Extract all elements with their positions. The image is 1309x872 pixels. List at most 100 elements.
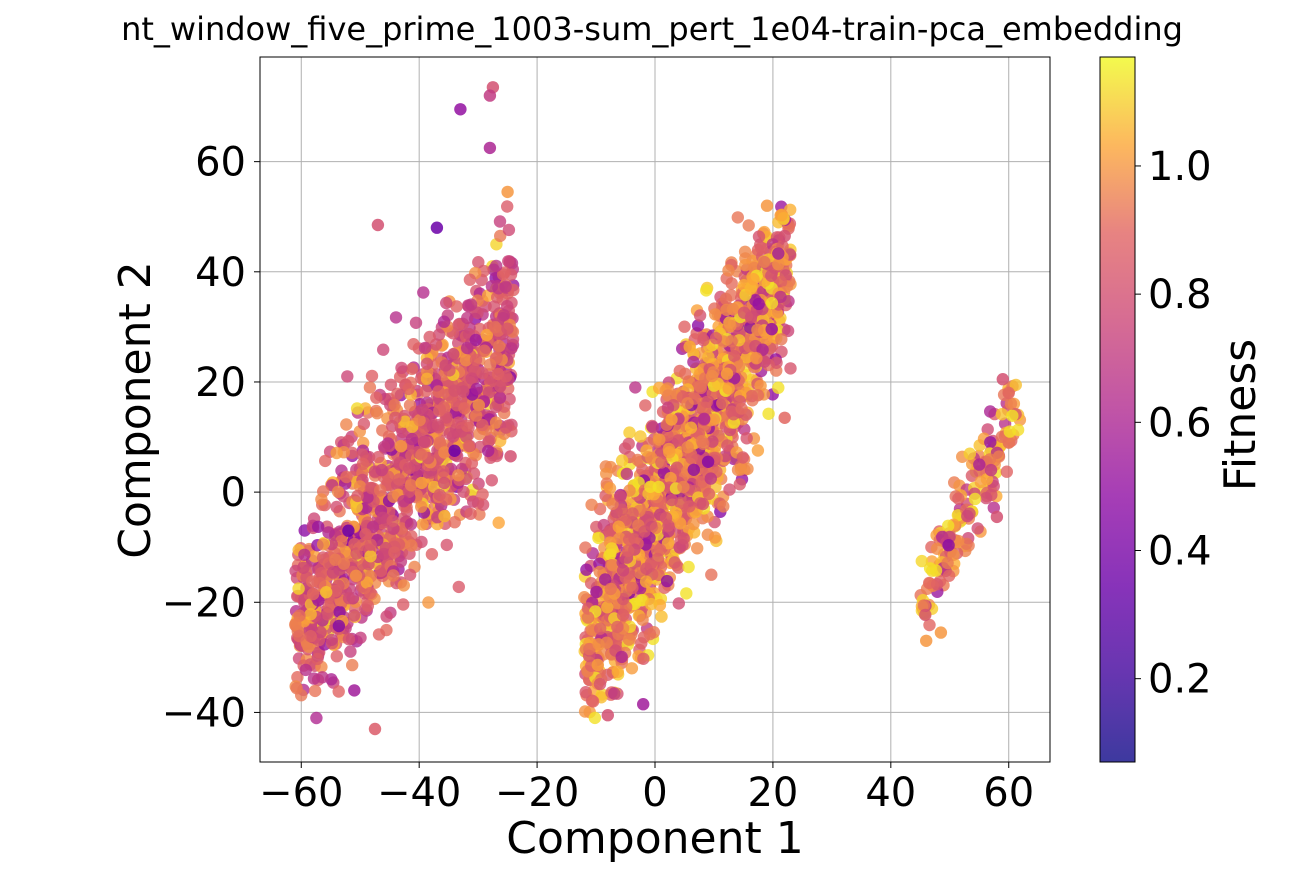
data-point: [605, 542, 618, 555]
data-point: [752, 230, 766, 243]
data-point: [384, 378, 398, 391]
data-point: [770, 356, 783, 369]
data-point: [696, 497, 710, 511]
data-point: [611, 665, 624, 678]
data-point: [752, 297, 765, 311]
data-point: [461, 311, 474, 325]
data-point: [708, 531, 722, 544]
data-point: [368, 722, 382, 736]
data-point: [332, 619, 346, 633]
data-point: [364, 550, 377, 563]
data-point: [497, 309, 510, 322]
data-point: [395, 361, 408, 375]
data-point: [709, 308, 722, 321]
data-point: [697, 437, 710, 450]
data-point: [353, 480, 367, 493]
data-point: [751, 323, 764, 337]
data-point: [322, 526, 335, 539]
data-point: [419, 384, 432, 398]
data-point: [742, 219, 755, 232]
data-point: [634, 430, 647, 443]
data-point: [372, 450, 385, 464]
data-points: [289, 81, 1027, 736]
y-tick-label: −40: [162, 690, 246, 736]
data-point: [371, 218, 385, 232]
data-point: [416, 518, 429, 531]
data-point: [337, 557, 351, 570]
data-point: [465, 457, 479, 470]
data-point: [292, 629, 306, 643]
data-point: [289, 618, 302, 631]
colorbar-label: Fitness: [1215, 339, 1266, 491]
x-tick-label: 20: [747, 770, 798, 816]
data-point: [448, 384, 461, 397]
data-point: [655, 456, 668, 469]
data-point: [464, 298, 478, 311]
data-point: [501, 322, 514, 335]
data-point: [462, 440, 476, 453]
data-point: [702, 487, 716, 501]
data-point: [308, 684, 322, 698]
data-point: [363, 381, 377, 394]
data-point: [660, 574, 674, 588]
data-point: [756, 343, 769, 356]
data-point: [629, 381, 642, 394]
data-point: [704, 472, 717, 485]
data-point: [365, 369, 379, 383]
data-point: [331, 485, 345, 498]
data-point: [661, 401, 675, 414]
data-point: [579, 541, 592, 554]
colorbar: 0.2 0.4 0.6 0.8 1.0 Fitness: [1099, 56, 1266, 763]
data-point: [755, 241, 768, 255]
data-point: [342, 434, 355, 448]
data-point: [637, 698, 650, 711]
data-point: [608, 687, 621, 700]
data-point: [457, 485, 470, 498]
data-point: [391, 387, 404, 400]
data-point: [722, 264, 735, 277]
data-point: [394, 439, 408, 453]
data-point: [340, 418, 353, 431]
data-point: [499, 370, 513, 383]
data-point: [295, 689, 308, 702]
data-point: [361, 491, 374, 504]
data-point: [504, 450, 517, 463]
data-point: [450, 300, 463, 313]
data-point: [762, 407, 775, 420]
data-point: [682, 560, 695, 574]
data-point: [350, 547, 363, 560]
data-point: [740, 432, 753, 445]
data-point: [1004, 397, 1018, 410]
data-point: [973, 458, 986, 471]
data-point: [440, 493, 453, 506]
data-point: [464, 507, 477, 520]
data-point: [405, 362, 419, 376]
data-point: [304, 608, 317, 621]
data-point: [330, 500, 343, 514]
data-point: [984, 405, 997, 418]
data-point: [485, 280, 499, 293]
data-point: [588, 711, 602, 725]
data-point: [372, 628, 386, 641]
data-point: [594, 622, 607, 635]
data-point: [380, 610, 393, 623]
data-point: [965, 469, 979, 482]
data-point: [361, 599, 375, 612]
data-point: [601, 601, 614, 614]
data-point: [437, 465, 450, 478]
data-point: [438, 476, 451, 490]
data-point: [623, 426, 636, 439]
data-point: [350, 500, 363, 514]
data-point: [409, 316, 423, 329]
data-point: [397, 598, 410, 611]
data-point: [405, 529, 418, 543]
data-point: [404, 479, 418, 492]
data-point: [322, 600, 335, 613]
data-point: [498, 266, 511, 279]
data-point: [313, 577, 327, 590]
data-point: [728, 350, 741, 363]
data-point: [697, 333, 710, 347]
data-point: [581, 611, 595, 624]
data-point: [458, 402, 471, 415]
data-point: [723, 483, 736, 496]
